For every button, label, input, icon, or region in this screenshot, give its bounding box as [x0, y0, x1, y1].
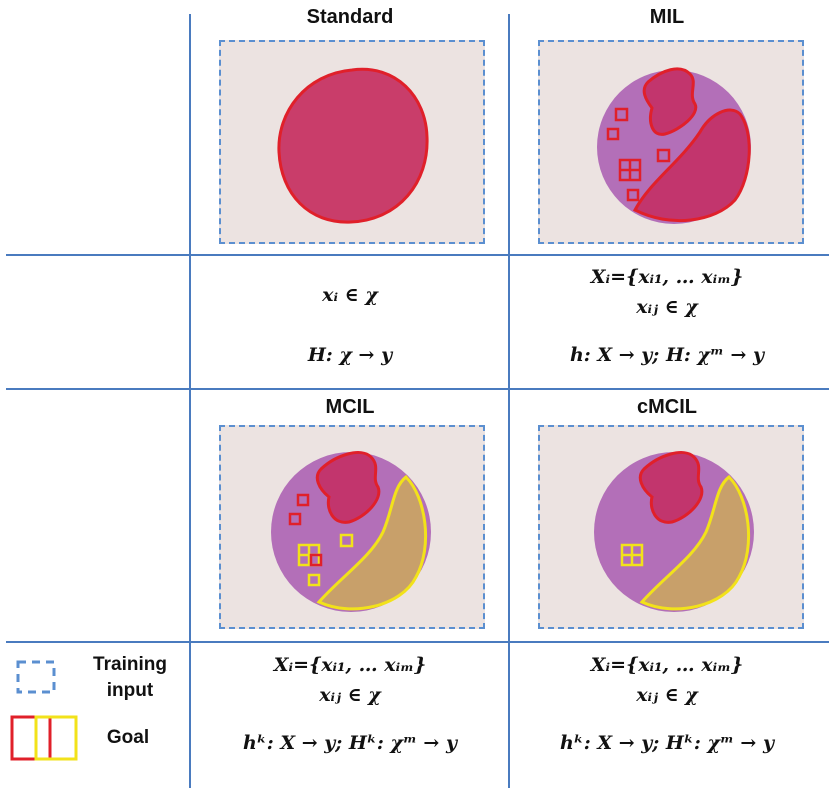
- instance-box-yellow-1: [339, 533, 354, 548]
- grid-horizontal-3: [6, 641, 829, 643]
- math-mcil-line2: xᵢⱼ ∈ χ: [319, 684, 381, 706]
- cancer-region: [638, 451, 704, 524]
- grid-horizontal-1: [6, 254, 829, 256]
- legend-goal-icon: [10, 715, 80, 761]
- math-standard-line2: H: χ → y: [307, 344, 393, 366]
- math-mil-line1: Xᵢ={xᵢ₁, … xᵢₘ}: [590, 266, 744, 288]
- cancer-region-top: [642, 67, 698, 136]
- math-standard-line1: xᵢ ∈ χ: [322, 284, 378, 306]
- instance-box-red-1: [296, 493, 310, 507]
- legend-training-line1: Training: [93, 654, 167, 675]
- instance-box-1: [614, 107, 629, 122]
- instance-box-3: [656, 148, 671, 163]
- cancer-region-bottom: [632, 108, 751, 223]
- legend-training-label: Training input: [80, 652, 180, 704]
- tissue-image-standard: [219, 40, 485, 244]
- legend-goal-label: Goal: [106, 727, 150, 748]
- yellow-region: [316, 475, 428, 611]
- tissue-image-cmcil: [538, 425, 804, 629]
- title-standard: Standard: [306, 6, 394, 28]
- math-mil-line2: xᵢⱼ ∈ χ: [636, 296, 698, 318]
- legend-training-input-icon: [16, 660, 56, 694]
- math-cmcil-line2: xᵢⱼ ∈ χ: [636, 684, 698, 706]
- grid-vertical-right: [508, 14, 510, 788]
- title-cmcil: cMCIL: [637, 396, 697, 418]
- math-mcil-line3: hᵏ: X → y; Hᵏ: χᵐ → y: [242, 732, 457, 754]
- math-cmcil-line1: Xᵢ={xᵢ₁, … xᵢₘ}: [590, 654, 744, 676]
- cancer-region: [315, 451, 381, 524]
- instance-box-yellow-3: [307, 573, 321, 587]
- math-mil-line3: h: X → y; H: χᵐ → y: [569, 344, 765, 366]
- title-mcil: MCIL: [325, 396, 375, 418]
- grid-vertical-left: [189, 14, 191, 788]
- instance-box-2: [606, 127, 620, 141]
- tissue-image-mil: [538, 40, 804, 244]
- grid-horizontal-2: [6, 388, 829, 390]
- tissue-image-mcil: [219, 425, 485, 629]
- math-cmcil-line3: hᵏ: X → y; Hᵏ: χᵐ → y: [559, 732, 774, 754]
- cancer-region-outline: [277, 67, 429, 224]
- instance-box-red-2: [288, 512, 302, 526]
- instance-box-5: [626, 188, 640, 202]
- title-mil: MIL: [649, 6, 685, 28]
- legend-training-line2: input: [106, 680, 154, 701]
- math-mcil-line1: Xᵢ={xᵢ₁, … xᵢₘ}: [273, 654, 427, 676]
- instance-box-red-3: [309, 553, 323, 567]
- yellow-region: [639, 475, 751, 611]
